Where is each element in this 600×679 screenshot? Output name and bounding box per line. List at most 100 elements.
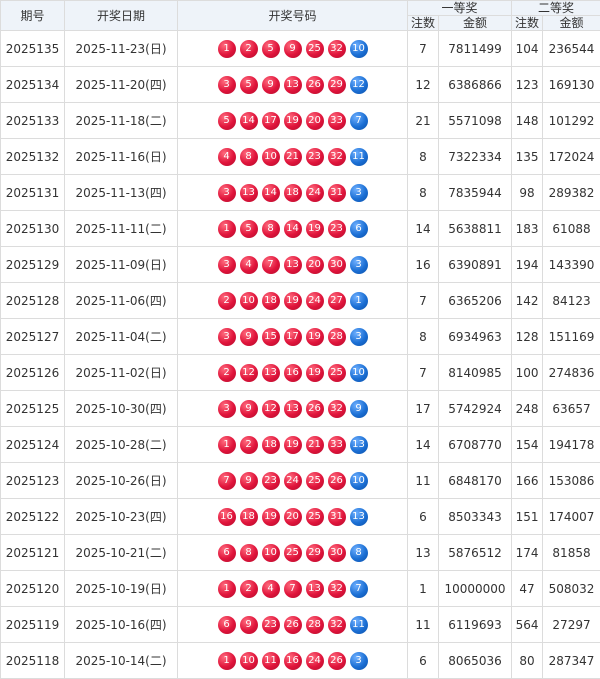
issue-cell: 2025130 (1, 211, 65, 247)
second-prize-amount-cell: 194178 (543, 427, 600, 463)
red-ball: 20 (306, 256, 324, 274)
red-ball: 5 (218, 112, 236, 130)
second-prize-count-cell: 174 (512, 535, 543, 571)
second-prize-amount-cell: 151169 (543, 319, 600, 355)
second-prize-count-cell: 98 (512, 175, 543, 211)
issue-cell: 2025119 (1, 607, 65, 643)
second-prize-count-cell: 564 (512, 607, 543, 643)
red-ball: 18 (284, 184, 302, 202)
blue-ball: 7 (350, 580, 368, 598)
issue-cell: 2025125 (1, 391, 65, 427)
red-ball: 4 (240, 256, 258, 274)
red-ball: 2 (240, 436, 258, 454)
red-ball: 25 (306, 472, 324, 490)
date-cell: 2025-10-19(日) (65, 571, 178, 607)
red-ball: 8 (240, 544, 258, 562)
first-prize-amount-cell: 6390891 (439, 247, 512, 283)
red-ball: 15 (262, 328, 280, 346)
red-ball: 21 (306, 436, 324, 454)
date-cell: 2025-11-09(日) (65, 247, 178, 283)
first-prize-count-cell: 12 (408, 67, 439, 103)
red-ball: 33 (328, 436, 346, 454)
first-prize-amount-cell: 8065036 (439, 643, 512, 679)
header-second-prize: 二等奖 (512, 1, 600, 16)
red-ball: 27 (328, 292, 346, 310)
second-prize-count-cell: 148 (512, 103, 543, 139)
second-prize-amount-cell: 101292 (543, 103, 600, 139)
header-issue: 期号 (1, 1, 65, 31)
first-prize-count-cell: 11 (408, 463, 439, 499)
red-ball: 29 (306, 544, 324, 562)
second-prize-count-cell: 151 (512, 499, 543, 535)
second-prize-count-cell: 80 (512, 643, 543, 679)
first-prize-count-cell: 17 (408, 391, 439, 427)
date-cell: 2025-11-16(日) (65, 139, 178, 175)
date-cell: 2025-11-02(日) (65, 355, 178, 391)
issue-cell: 2025127 (1, 319, 65, 355)
issue-cell: 2025118 (1, 643, 65, 679)
red-ball: 32 (328, 148, 346, 166)
red-ball: 11 (262, 652, 280, 670)
red-ball: 6 (218, 544, 236, 562)
issue-cell: 2025129 (1, 247, 65, 283)
date-cell: 2025-11-20(四) (65, 67, 178, 103)
red-ball: 1 (218, 580, 236, 598)
date-cell: 2025-10-16(四) (65, 607, 178, 643)
first-prize-amount-cell: 7835944 (439, 175, 512, 211)
first-prize-amount-cell: 8503343 (439, 499, 512, 535)
second-prize-count-cell: 142 (512, 283, 543, 319)
red-ball: 28 (328, 328, 346, 346)
date-cell: 2025-10-26(日) (65, 463, 178, 499)
second-prize-amount-cell: 174007 (543, 499, 600, 535)
blue-ball: 3 (350, 652, 368, 670)
red-ball: 4 (218, 148, 236, 166)
first-prize-amount-cell: 5638811 (439, 211, 512, 247)
red-ball: 18 (240, 508, 258, 526)
red-ball: 24 (306, 652, 324, 670)
second-prize-count-cell: 166 (512, 463, 543, 499)
second-prize-count-cell: 104 (512, 31, 543, 67)
red-ball: 20 (306, 112, 324, 130)
blue-ball: 10 (350, 364, 368, 382)
red-ball: 5 (240, 220, 258, 238)
first-prize-count-cell: 13 (408, 535, 439, 571)
red-ball: 9 (262, 76, 280, 94)
red-ball: 6 (218, 616, 236, 634)
blue-ball: 6 (350, 220, 368, 238)
red-ball: 25 (284, 544, 302, 562)
red-ball: 23 (328, 220, 346, 238)
red-ball: 19 (284, 436, 302, 454)
red-ball: 9 (240, 616, 258, 634)
blue-ball: 13 (350, 508, 368, 526)
second-prize-count-cell: 128 (512, 319, 543, 355)
first-prize-count-cell: 11 (408, 607, 439, 643)
second-prize-amount-cell: 61088 (543, 211, 600, 247)
issue-cell: 2025124 (1, 427, 65, 463)
red-ball: 32 (328, 580, 346, 598)
first-prize-amount-cell: 8140985 (439, 355, 512, 391)
red-ball: 8 (262, 220, 280, 238)
first-prize-count-cell: 8 (408, 319, 439, 355)
issue-cell: 2025134 (1, 67, 65, 103)
header-date: 开奖日期 (65, 1, 178, 31)
second-prize-count-cell: 47 (512, 571, 543, 607)
red-ball: 21 (284, 148, 302, 166)
blue-ball: 3 (350, 256, 368, 274)
